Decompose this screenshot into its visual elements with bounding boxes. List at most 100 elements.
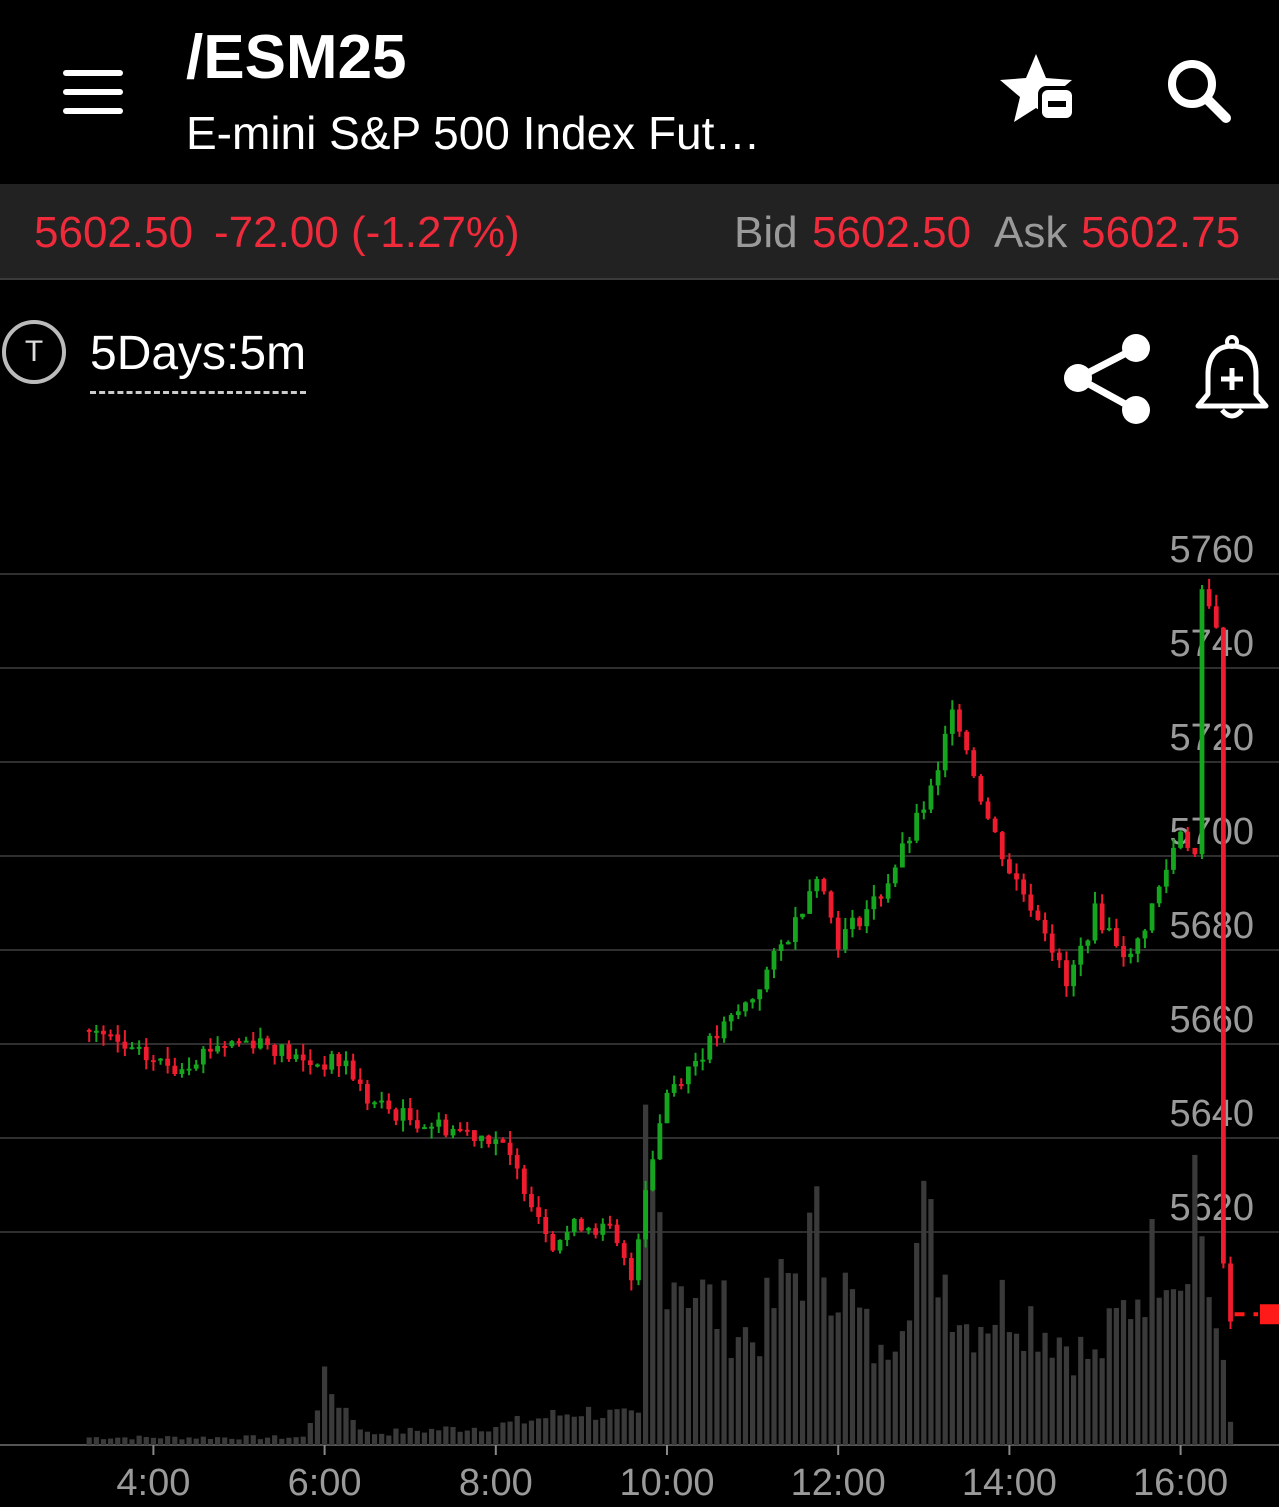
volume-bar [600,1417,606,1445]
candle-body [821,879,827,892]
candle-body [735,1011,741,1016]
candle-body [450,1128,456,1136]
search-icon[interactable] [1160,52,1240,132]
candle-body [1185,831,1191,848]
candle-body [714,1035,720,1039]
volume-bar [543,1418,549,1445]
candle-body [258,1038,263,1049]
candle-body [379,1100,385,1103]
candle-body [1199,589,1205,855]
candle-body [158,1058,163,1061]
candle-body [942,733,948,771]
candle-body [250,1040,256,1049]
x-tick-label: 14:00 [962,1462,1057,1504]
volume-bar [471,1427,477,1445]
candle-body [215,1045,220,1052]
volume-bar [928,1199,934,1445]
volume-bar [978,1326,984,1445]
volume-bar [264,1437,271,1445]
candle-body [750,999,755,1003]
volume-bar [643,1104,649,1445]
volume-bar [478,1431,485,1445]
volume-bar [200,1436,206,1445]
volume-bar [1185,1284,1191,1445]
candle-body [1071,964,1076,987]
candle-body [1064,960,1069,987]
volume-bar [664,1309,670,1445]
chart-canvas[interactable]: 5760 5740 5720 5700 5680 5660 5640 5620 4:00 6:00… [0,440,1279,1507]
volume-bar [721,1280,727,1445]
y-tick-label: 5640 [1169,1093,1254,1135]
volume-bar [1013,1333,1020,1445]
candle-body [172,1065,178,1075]
candle-body [1163,869,1169,887]
candle-body [1135,938,1141,954]
volume-bar [992,1324,998,1445]
price-change: -72.00 (-1.27%) [214,208,520,257]
candle-body [892,867,898,884]
volume-bar [314,1410,321,1445]
price-chart[interactable]: 5760 5740 5720 5700 5680 5660 5640 5620 4:00 6:00… [0,440,1279,1507]
candle-body [1014,873,1019,880]
candle-body [1192,847,1198,855]
volume-bar [500,1422,506,1445]
y-tick-label: 5680 [1169,905,1254,947]
candle-body [272,1045,278,1056]
candle-body [835,917,841,950]
volume-bar [157,1438,164,1445]
candle-body [971,750,977,777]
volume-bar [1078,1336,1084,1445]
volume-bar [179,1439,185,1445]
volume-bar [842,1272,848,1445]
volume-bar [614,1409,620,1445]
volume-bar [1128,1319,1134,1445]
watchlist-remove-star-icon[interactable] [996,50,1086,134]
candle-body [493,1139,499,1144]
volume-bar [286,1437,292,1445]
candle-body [800,913,805,918]
candle-body [1228,1263,1233,1322]
volume-bar [671,1282,677,1445]
share-icon[interactable] [1058,332,1158,428]
volume-bar [742,1327,749,1445]
candle-body [1085,940,1091,946]
candle-body [914,812,920,841]
candle-body [564,1232,570,1240]
chart-type-badge[interactable]: T [2,320,66,384]
volume-bar [799,1300,806,1445]
candle-body [871,896,877,910]
volume-bar [357,1429,363,1445]
candle-body [764,969,770,990]
menu-icon[interactable] [58,62,128,122]
candle-body [193,1064,199,1069]
candle-body [243,1040,249,1043]
volume-bar [906,1320,913,1445]
volume-bar [186,1437,192,1445]
candle-body [286,1044,292,1060]
candle-body [907,840,912,844]
candle-body [628,1258,634,1281]
volume-bar [878,1344,884,1445]
x-tick-label: 8:00 [459,1462,533,1504]
candle-body [329,1054,335,1070]
period-selector[interactable]: 5Days:5m [90,326,307,394]
candle-body [350,1060,356,1080]
candle-body [307,1060,313,1066]
volume-bar [86,1437,92,1445]
volume-bar [814,1186,820,1445]
volume-bar [236,1439,242,1445]
add-alert-bell-icon[interactable] [1190,334,1274,426]
volume-bar [985,1333,991,1445]
candle-body [322,1064,327,1070]
volume-bar [207,1438,214,1445]
candle-body [949,709,955,734]
candle-body [422,1127,427,1130]
volume-bar [885,1359,891,1445]
candle-body [1171,847,1176,870]
candle-body [122,1041,128,1049]
last-price: 5602.50 [34,208,194,257]
candle-body [151,1060,156,1063]
candle-body [600,1223,606,1235]
last-price-marker [1260,1304,1279,1325]
volume-bar [421,1432,428,1445]
